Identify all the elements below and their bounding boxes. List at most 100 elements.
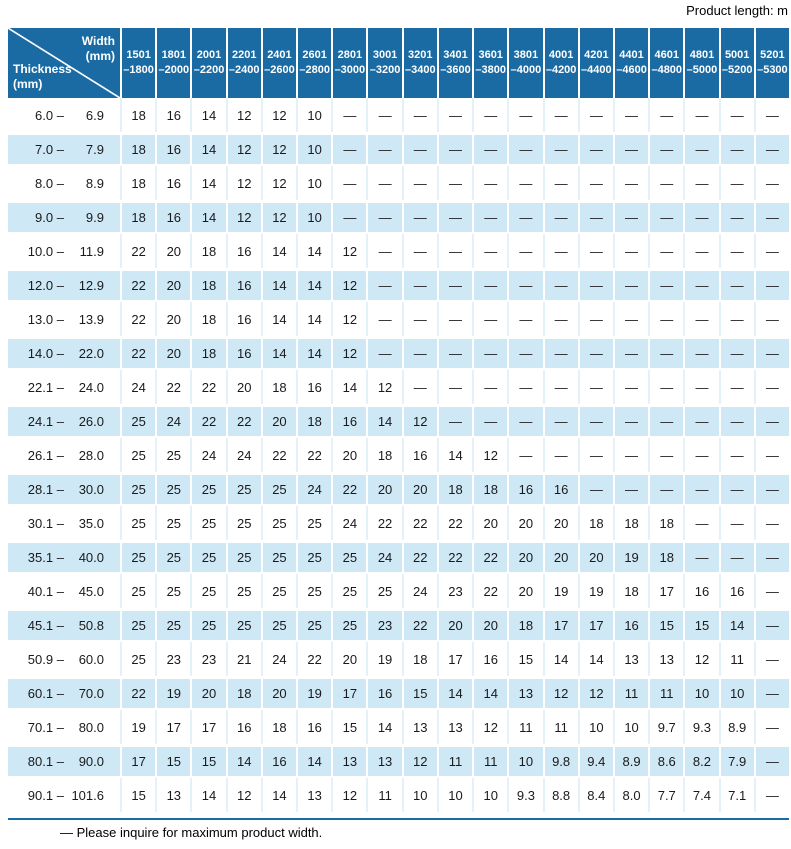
length-value-cell: 18 — [190, 234, 226, 268]
length-value-cell: 14 — [296, 268, 332, 302]
length-value-cell: 24 — [260, 642, 297, 676]
thickness-to: 22.0 — [78, 346, 104, 361]
length-value-cell: 22 — [436, 540, 473, 574]
length-value-cell: — — [648, 132, 684, 166]
length-value-cell: 13 — [366, 744, 402, 778]
length-value-cell: — — [401, 370, 437, 404]
length-value-cell: 20 — [436, 608, 473, 642]
length-value-cell: 25 — [296, 608, 332, 642]
length-value-cell: — — [648, 438, 684, 472]
length-value-cell: 25 — [120, 540, 156, 574]
length-value-cell: 25 — [260, 472, 297, 506]
length-value-cell: — — [577, 166, 613, 200]
range-dash: – — [56, 379, 65, 395]
thickness-to: 26.0 — [78, 414, 104, 429]
thickness-from: 13.0 — [27, 311, 54, 327]
length-value-cell: 25 — [190, 540, 226, 574]
thickness-from: 80.1 — [27, 754, 54, 769]
length-value-cell: 19 — [542, 574, 578, 608]
length-value-cell: 16 — [683, 574, 719, 608]
length-value-cell: 13 — [436, 710, 473, 744]
thickness-range-label: 90.1–101.6 — [8, 778, 120, 812]
length-value-cell: — — [753, 166, 789, 200]
length-value-cell: — — [436, 268, 473, 302]
length-value-cell: 16 — [225, 234, 261, 268]
length-value-cell: 14 — [577, 642, 613, 676]
length-value-cell: 16 — [155, 98, 191, 132]
length-value-cell: — — [366, 98, 402, 132]
length-value-cell: — — [577, 302, 613, 336]
length-value-cell: — — [753, 370, 789, 404]
width-range-end: –2200 — [193, 64, 225, 76]
length-value-cell: — — [753, 676, 789, 710]
length-value-cell: 9.3 — [683, 710, 719, 744]
thickness-range-label: 35.1–40.0 — [8, 540, 120, 574]
thickness-from: 14.0 — [27, 346, 54, 361]
length-value-cell: 25 — [120, 472, 156, 506]
length-value-cell: 9.8 — [542, 744, 578, 778]
length-value-cell: 10 — [718, 676, 754, 710]
length-value-cell: — — [542, 370, 578, 404]
length-value-cell: 14 — [225, 744, 261, 778]
length-value-cell: — — [648, 302, 684, 336]
width-range-end: –3600 — [440, 64, 471, 76]
length-value-cell: 16 — [718, 574, 754, 608]
length-value-cell: — — [683, 200, 719, 234]
length-value-cell: 20 — [260, 676, 297, 710]
length-value-cell: 10 — [401, 778, 437, 812]
length-value-cell: — — [683, 404, 719, 438]
range-dash: – — [56, 583, 65, 599]
thickness-range-label: 22.1–24.0 — [8, 370, 120, 404]
length-value-cell: 12 — [542, 676, 578, 710]
thickness-from: 10.0 — [27, 243, 54, 259]
length-value-cell: 24 — [331, 506, 367, 540]
range-dash: – — [56, 175, 65, 191]
length-value-cell: 7.7 — [648, 778, 684, 812]
thickness-from: 7.0 — [34, 142, 54, 157]
length-value-cell: — — [648, 404, 684, 438]
length-value-cell: — — [612, 438, 649, 472]
length-value-cell: 25 — [155, 608, 191, 642]
length-value-cell: — — [401, 200, 437, 234]
length-value-cell: — — [507, 132, 543, 166]
width-range-start: 2001 — [196, 48, 222, 61]
length-value-cell: — — [436, 132, 473, 166]
length-value-cell: — — [683, 370, 719, 404]
length-value-cell: — — [718, 200, 754, 234]
length-value-cell: 10 — [296, 166, 332, 200]
thickness-to: 7.9 — [85, 142, 104, 157]
width-range-end: –3400 — [404, 64, 436, 76]
length-value-cell: 20 — [507, 540, 543, 574]
length-value-cell: 20 — [577, 540, 613, 574]
length-value-cell: 18 — [401, 642, 437, 676]
length-value-cell: 19 — [612, 540, 649, 574]
length-value-cell: — — [542, 132, 578, 166]
thickness-from: 90.1 — [27, 787, 54, 803]
length-value-cell: — — [472, 166, 508, 200]
width-range-start: 3801 — [513, 48, 539, 61]
length-value-cell: 8.9 — [612, 744, 649, 778]
length-value-cell: 22 — [120, 676, 156, 710]
length-value-cell: 8.2 — [683, 744, 719, 778]
length-value-cell: — — [648, 98, 684, 132]
length-value-cell: — — [542, 268, 578, 302]
width-range-start: 2601 — [302, 48, 327, 61]
length-value-cell: — — [507, 336, 543, 370]
length-value-cell: — — [507, 438, 543, 472]
length-value-cell: 12 — [260, 200, 297, 234]
width-range-end: –5000 — [686, 64, 718, 76]
thickness-range-label: 14.0–22.0 — [8, 336, 120, 370]
length-value-cell: 16 — [612, 608, 649, 642]
width-column-header: 2801 –3000 — [331, 28, 367, 98]
length-value-cell: 18 — [120, 132, 156, 166]
length-value-cell: 25 — [331, 608, 367, 642]
width-range-end: –2600 — [264, 64, 295, 76]
length-value-cell: 18 — [120, 98, 156, 132]
length-value-cell: 22 — [190, 370, 226, 404]
length-value-cell: 16 — [296, 370, 332, 404]
length-value-cell: — — [648, 234, 684, 268]
range-dash: – — [56, 447, 65, 463]
length-value-cell: 12 — [225, 98, 261, 132]
width-column-header: 2401 –2600 — [260, 28, 297, 98]
length-value-cell: 18 — [648, 540, 684, 574]
